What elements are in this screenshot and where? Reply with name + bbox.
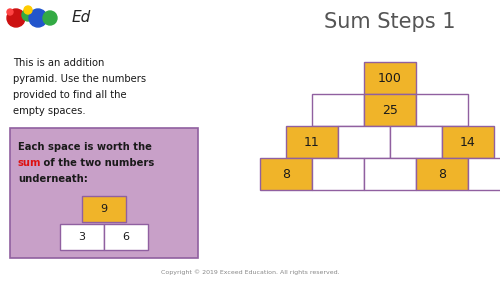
Bar <box>82 196 126 222</box>
Circle shape <box>29 9 47 27</box>
Bar <box>364 94 416 126</box>
Circle shape <box>7 9 25 27</box>
Bar <box>104 224 148 250</box>
Text: Ed: Ed <box>72 10 91 26</box>
Text: 9: 9 <box>100 204 107 214</box>
Bar <box>468 158 500 190</box>
Text: 8: 8 <box>282 167 290 180</box>
Bar <box>442 126 494 158</box>
Text: pyramid. Use the numbers: pyramid. Use the numbers <box>13 74 146 84</box>
Text: 3: 3 <box>78 232 86 242</box>
Text: 6: 6 <box>122 232 130 242</box>
Text: This is an addition: This is an addition <box>13 58 104 68</box>
Bar <box>390 126 442 158</box>
Text: 14: 14 <box>460 135 476 148</box>
Bar <box>338 126 390 158</box>
Text: 11: 11 <box>304 135 320 148</box>
Bar <box>312 94 364 126</box>
Text: Copyright © 2019 Exceed Education. All rights reserved.: Copyright © 2019 Exceed Education. All r… <box>160 269 340 275</box>
Text: 25: 25 <box>382 103 398 117</box>
Text: Each space is worth the: Each space is worth the <box>18 142 152 152</box>
Bar <box>416 94 468 126</box>
Bar <box>286 126 338 158</box>
Text: empty spaces.: empty spaces. <box>13 106 86 116</box>
Text: underneath:: underneath: <box>18 174 88 184</box>
Bar <box>312 158 364 190</box>
Circle shape <box>22 9 34 21</box>
Bar <box>10 128 198 258</box>
Bar <box>364 158 416 190</box>
Circle shape <box>24 6 32 14</box>
Bar <box>260 158 312 190</box>
Bar <box>364 62 416 94</box>
Bar <box>416 158 468 190</box>
Text: provided to find all the: provided to find all the <box>13 90 126 100</box>
Circle shape <box>43 11 57 25</box>
Circle shape <box>7 9 13 15</box>
Text: Sum Steps 1: Sum Steps 1 <box>324 12 456 32</box>
Bar <box>60 224 104 250</box>
Text: sum: sum <box>18 158 42 168</box>
Text: of the two numbers: of the two numbers <box>40 158 154 168</box>
Text: 100: 100 <box>378 71 402 85</box>
Text: 8: 8 <box>438 167 446 180</box>
